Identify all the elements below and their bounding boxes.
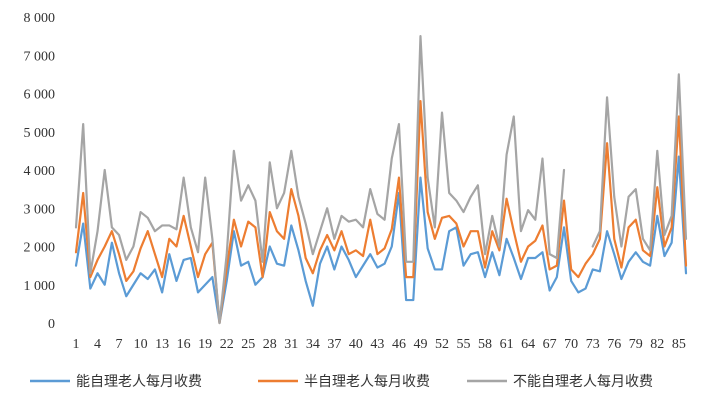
x-tick-label: 58 xyxy=(478,337,492,352)
x-tick-label: 85 xyxy=(672,337,686,352)
x-tick-label: 1 xyxy=(73,337,80,352)
y-tick-label: 0 xyxy=(48,317,55,332)
x-tick-label: 22 xyxy=(220,337,234,352)
y-tick-label: 3 000 xyxy=(24,202,56,217)
x-tick-label: 10 xyxy=(134,337,148,352)
x-tick-label: 82 xyxy=(650,337,664,352)
x-tick-label: 37 xyxy=(327,337,341,352)
x-tick-label: 40 xyxy=(349,337,363,352)
series-line-3 xyxy=(74,35,688,325)
y-tick-label: 5 000 xyxy=(24,126,56,141)
y-tick-label: 4 000 xyxy=(24,164,56,179)
x-tick-label: 73 xyxy=(586,337,600,352)
x-tick-label: 31 xyxy=(284,337,298,352)
x-tick-label: 55 xyxy=(457,337,471,352)
x-tick-label: 25 xyxy=(241,337,255,352)
x-tick-label: 49 xyxy=(413,337,427,352)
x-tick-label: 70 xyxy=(564,337,578,352)
x-tick-label: 7 xyxy=(116,337,123,352)
x-tick-label: 52 xyxy=(435,337,449,352)
x-tick-label: 46 xyxy=(392,337,406,352)
y-tick-label: 1 000 xyxy=(24,279,56,294)
y-tick-label: 6 000 xyxy=(24,88,56,103)
x-tick-label: 13 xyxy=(155,337,169,352)
x-tick-label: 76 xyxy=(607,337,621,352)
x-tick-label: 34 xyxy=(306,337,320,352)
y-tick-label: 8 000 xyxy=(24,11,56,26)
legend-label: 不能自理老人每月收费 xyxy=(513,374,653,390)
x-tick-label: 28 xyxy=(263,337,277,352)
x-tick-label: 64 xyxy=(521,337,535,352)
series-group xyxy=(74,35,688,325)
x-axis: 1 4 7 10 13 16 19 22 25 28 31 34 37 40 43 46 49 52 55 58 61 6… xyxy=(73,337,686,352)
x-tick-label: 19 xyxy=(198,337,212,352)
legend-label: 半自理老人每月收费 xyxy=(304,374,430,390)
y-axis: 0 1 000 2 000 3 000 4 000 5 000 6 000 7 000 8 00… xyxy=(24,11,56,332)
x-tick-label: 4 xyxy=(94,337,101,352)
legend-label: 能自理老人每月收费 xyxy=(76,374,202,390)
y-tick-label: 7 000 xyxy=(24,49,56,64)
x-tick-label: 79 xyxy=(629,337,643,352)
x-tick-label: 16 xyxy=(177,337,191,352)
x-tick-label: 61 xyxy=(500,337,514,352)
y-tick-label: 2 000 xyxy=(24,241,56,256)
x-tick-label: 67 xyxy=(543,337,557,352)
series-line-2 xyxy=(74,100,688,325)
series-line-1 xyxy=(74,155,688,325)
legend: 能自理老人每月收费 半自理老人每月收费 不能自理老人每月收费 xyxy=(30,374,653,390)
x-tick-label: 43 xyxy=(370,337,384,352)
